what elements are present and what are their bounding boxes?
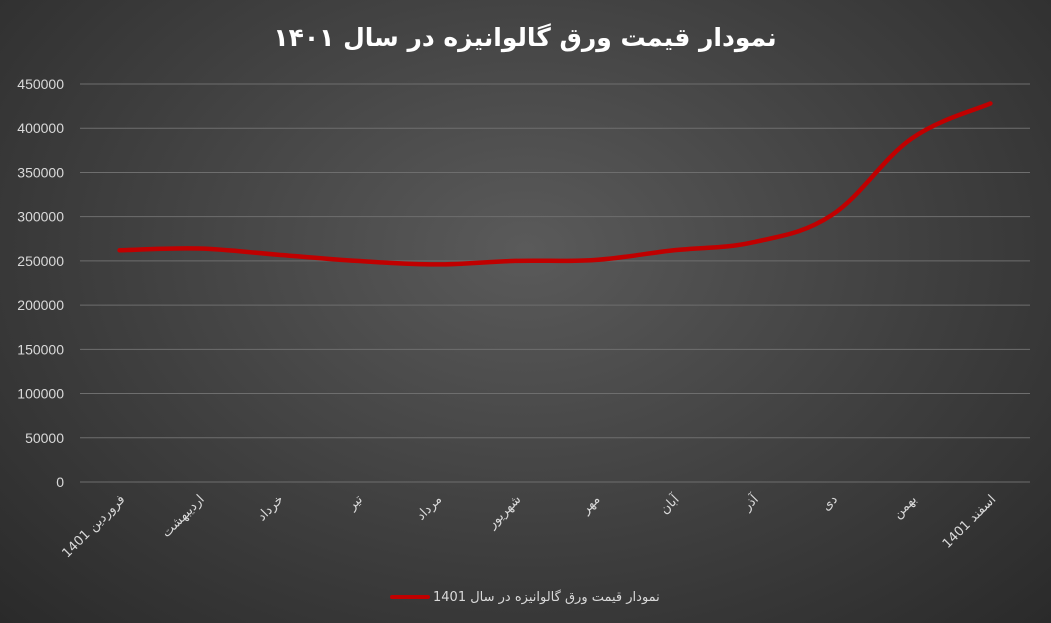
x-tick-label: بهمن [890,492,920,522]
x-tick-label: شهریور [484,492,524,532]
y-tick-label: 300000 [17,209,64,225]
y-tick-label: 50000 [25,430,64,446]
data-point [751,240,755,244]
y-tick-label: 350000 [17,164,64,180]
y-tick-label: 250000 [17,253,64,269]
y-tick-label: 150000 [17,341,64,357]
data-point [513,259,517,263]
data-point [276,253,280,257]
data-point [355,259,359,263]
x-tick-label: تیر [344,492,366,514]
data-point [909,137,913,141]
y-tick-label: 400000 [17,120,64,136]
x-tick-label: اسفند 1401 [940,492,999,551]
data-point [593,258,597,262]
x-tick-label: مرداد [414,492,445,523]
y-tick-label: 450000 [17,76,64,92]
series-layer [117,101,993,267]
y-tick-label: 200000 [17,297,64,313]
gridlines [80,83,1030,483]
y-tick-label: 100000 [17,386,64,402]
data-point [988,101,992,105]
data-point [830,213,834,217]
x-tick-label: مهر [578,492,604,518]
data-point [197,247,201,251]
x-tick-label: خرداد [255,492,287,524]
y-tick-label: 0 [56,474,64,490]
x-axis-ticks: فروردین 1401 اردیبهشت خرداد تیر مرداد شهریور م… [59,490,999,561]
data-point [672,248,676,252]
legend-label: نمودار قیمت ورق گالوانیزه در سال 1401 [433,589,660,605]
series-line [117,101,993,267]
x-tick-label: آذر [738,490,763,515]
x-tick-label: دی [819,492,841,514]
data-point [434,262,438,266]
data-point [118,248,122,252]
legend: نمودار قیمت ورق گالوانیزه در سال 1401 [390,589,660,605]
y-axis-ticks: 0 50000 100000 150000 200000 250000 300000 3500… [17,76,64,490]
x-tick-label: فروردین 1401 [59,492,128,561]
x-tick-label: آبان [656,490,684,518]
chart-title: نمودار قیمت ورق گالوانیزه در سال ۱۴۰۱ [273,23,776,53]
x-tick-label: اردیبهشت [159,492,207,540]
